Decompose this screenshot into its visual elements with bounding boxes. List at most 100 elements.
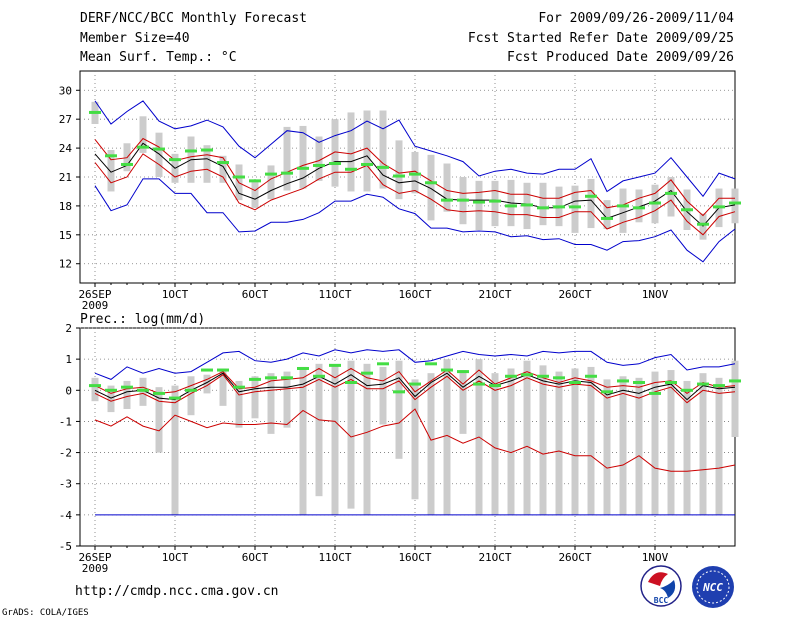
panel-1-box-26 (507, 368, 515, 515)
panel-1-box-28 (539, 365, 547, 515)
panel-1-marker-39 (713, 384, 725, 388)
panel-0-xtick-label-4: 16OCT (398, 288, 431, 301)
panel-1-marker-7 (201, 368, 213, 372)
panel-0-marker-14 (313, 163, 325, 167)
bcc-logo-swirl-red (648, 572, 668, 586)
panel-1-marker-37 (681, 388, 693, 392)
panel-1-ytick-label-3: -2 (59, 447, 72, 460)
panel-0-box-19 (395, 140, 403, 200)
panel-0-marker-19 (393, 174, 405, 178)
panel-1-ytick-label-1: -4 (59, 509, 73, 522)
grads-credit: GrADS: COLA/IGES (2, 608, 89, 618)
panel-0-marker-13 (297, 166, 309, 170)
panel-0-marker-0 (89, 110, 101, 114)
panel-1-marker-23 (457, 370, 469, 374)
ncc-logo-text: NCC (702, 581, 723, 594)
panel-0-marker-6 (185, 149, 197, 153)
panel-1-marker-5 (169, 396, 181, 400)
panel-0-marker-31 (585, 194, 597, 198)
panel-1-box-10 (251, 376, 259, 419)
panel-1-box-33 (619, 376, 627, 515)
panel-0-marker-34 (633, 206, 645, 210)
panel-0-marker-4 (153, 147, 165, 151)
panel-1-marker-21 (425, 362, 437, 366)
panel-1-marker-27 (521, 373, 533, 377)
panel-1-xtick-label-3: 11OCT (318, 551, 351, 564)
panel-1-box-32 (603, 379, 611, 515)
panel-1-marker-34 (633, 381, 645, 384)
panel-0-marker-3 (137, 145, 149, 149)
panel-1-marker-3 (137, 388, 149, 392)
panel-1-marker-30 (569, 381, 581, 384)
bcc-logo-text: BCC (654, 596, 669, 605)
panel-0-box-4 (155, 132, 163, 177)
panel-0-box-3 (139, 116, 147, 153)
panel-1-box-9 (235, 380, 243, 428)
panel-0-box-40 (731, 188, 739, 224)
panel-0-line-upper (94, 137, 735, 217)
panel-0-ytick-label-0: 12 (59, 258, 72, 271)
precipitation-panel: -5 -4 -3 -2 -1 0 1 2 26SEP 1OCT 6OCT 11OCT 16OCT 21OC… (59, 322, 741, 575)
panel-0-marker-26 (505, 204, 517, 208)
panel-1-xtick-label-6: 26OCT (558, 551, 591, 564)
ncc-logo-circle (692, 566, 734, 608)
panel-1-box-7 (203, 374, 211, 394)
panel-0-marker-24 (473, 200, 485, 204)
panel-1-ytick-label-7: 2 (65, 322, 72, 335)
panel-1-marker-14 (313, 374, 325, 378)
panel-0-marker-9 (233, 175, 245, 179)
panel-0-marker-15 (329, 162, 341, 166)
panel-0-box-25 (491, 180, 499, 227)
panel-1-box-38 (699, 373, 707, 515)
bcc-logo: BCC (640, 565, 682, 607)
panel-0-marker-38 (697, 222, 709, 226)
bcc-logo-swirl-blue (660, 580, 676, 598)
panel-0-ytick-label-6: 30 (59, 84, 72, 97)
panel-0-marker-40 (729, 201, 741, 205)
panel-0-xtick-label-2: 6OCT (242, 288, 269, 301)
panel-0-marker-12 (281, 171, 293, 175)
panel-1-x-year-label: 2009 (82, 562, 109, 575)
panel-0-marker-21 (425, 181, 437, 185)
chart-title: DERF/NCC/BCC Monthly Forecast (80, 11, 307, 26)
panel-1-marker-15 (329, 363, 341, 367)
panel-1-xtick-label-4: 16OCT (398, 551, 431, 564)
panel-0-marker-32 (601, 216, 613, 220)
panel-1-box-5 (171, 385, 179, 515)
panel-1-box-17 (363, 363, 371, 515)
panel-1-xtick-label-2: 6OCT (242, 551, 269, 564)
panel-0-box-16 (347, 112, 355, 192)
panel-0-box-17 (363, 110, 371, 192)
source-url: http://cmdp.ncc.cma.gov.cn (75, 584, 279, 599)
ncc-logo-ring (696, 570, 730, 604)
panel-0-marker-28 (537, 206, 549, 210)
panel-1-box-16 (347, 360, 355, 509)
panel-1-xtick-label-0: 26SEP (78, 551, 111, 564)
panel-0-marker-5 (169, 158, 181, 162)
panel-1-marker-13 (297, 366, 309, 370)
panel-0-box-31 (587, 178, 595, 229)
panel-0-box-24 (475, 180, 483, 230)
panel-1-marker-12 (281, 376, 293, 380)
panel-0-ytick-label-1: 15 (59, 229, 72, 242)
panel-1-line-min_spread (94, 408, 736, 472)
panel-0-line-min (94, 178, 736, 263)
panel-1-marker-1 (105, 388, 117, 392)
panel-1-box-34 (635, 377, 643, 515)
panel-0-marker-2 (121, 162, 133, 166)
panel-1-marker-22 (441, 368, 453, 372)
panel-1-box-14 (315, 363, 323, 497)
panel-1-xtick-label-5: 21OCT (478, 551, 511, 564)
panel-1-box-37 (683, 380, 691, 515)
panel-0-box-14 (315, 136, 323, 181)
panel-0-xtick-label-0: 26SEP (78, 288, 111, 301)
panel-1-marker-16 (345, 381, 357, 384)
panel-0-box-11 (267, 165, 275, 200)
panel-0-marker-20 (409, 172, 421, 176)
panel-1-box-13 (299, 366, 307, 515)
panel-1-ytick-label-6: 1 (65, 353, 72, 366)
panel-1-box-30 (571, 368, 579, 515)
forecast-period-label: For 2009/09/26-2009/11/04 (538, 11, 734, 26)
panel-0-ytick-label-2: 18 (59, 200, 72, 213)
